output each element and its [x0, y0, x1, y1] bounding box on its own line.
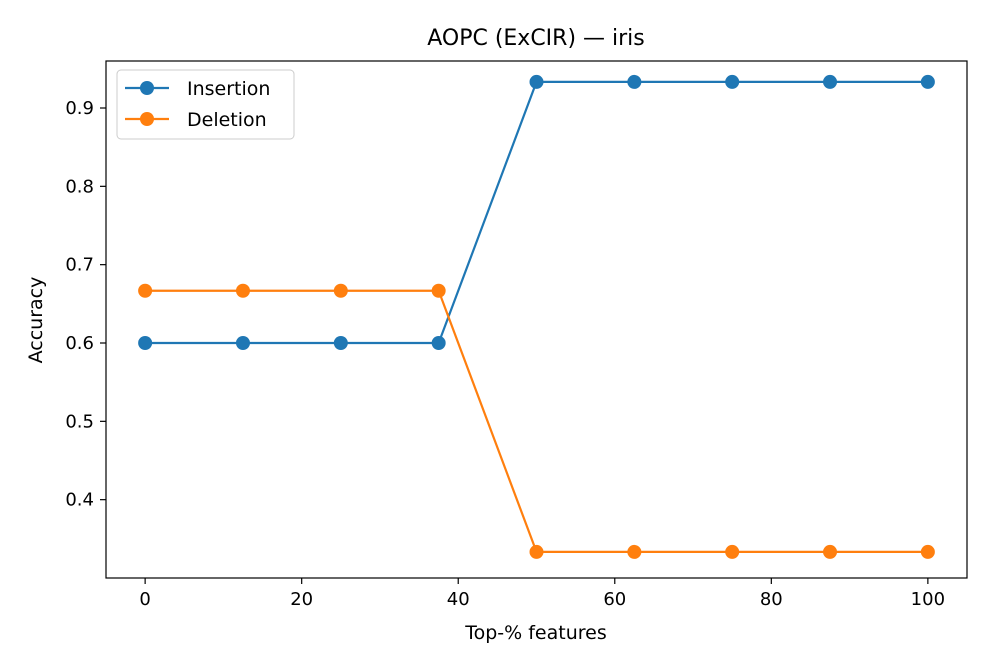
data-point-insertion	[823, 74, 838, 89]
legend-label-insertion: Insertion	[187, 78, 270, 100]
x-axis-label: Top-% features	[464, 622, 607, 644]
legend-marker-deletion	[140, 112, 154, 126]
y-tick-label: 0.9	[65, 98, 94, 119]
legend: Insertion Deletion	[116, 69, 295, 140]
x-tick-label: 100	[911, 589, 945, 610]
data-point-deletion	[920, 544, 935, 559]
data-point-deletion	[823, 544, 838, 559]
data-point-insertion	[627, 74, 642, 89]
y-tick-label: 0.4	[65, 490, 94, 511]
data-point-insertion	[138, 336, 153, 350]
data-point-deletion	[627, 544, 642, 559]
y-tick-label: 0.6	[65, 333, 94, 354]
x-axis-ticks: 0 20 40 60 80 100	[139, 578, 945, 610]
y-tick-label: 0.7	[65, 255, 94, 276]
data-point-insertion	[529, 74, 544, 89]
data-point-insertion	[235, 336, 250, 350]
data-point-insertion	[725, 74, 740, 89]
x-tick-label: 40	[447, 589, 470, 610]
data-point-insertion	[431, 336, 446, 350]
data-point-deletion	[333, 283, 348, 298]
y-tick-label: 0.5	[65, 411, 94, 432]
data-point-deletion	[431, 283, 446, 298]
y-axis-label: Accuracy	[25, 277, 47, 364]
data-point-deletion	[725, 544, 740, 559]
x-tick-label: 20	[290, 589, 313, 610]
plot-frame	[105, 60, 968, 579]
x-tick-label: 80	[760, 589, 783, 610]
chart-title: AOPC (ExCIR) — iris	[427, 26, 645, 51]
x-tick-label: 60	[603, 589, 626, 610]
x-tick-label: 0	[139, 589, 150, 610]
data-point-deletion	[138, 283, 153, 298]
data-point-insertion	[920, 74, 935, 89]
data-point-deletion	[235, 283, 250, 298]
legend-label-deletion: Deletion	[187, 109, 267, 131]
legend-marker-insertion	[140, 81, 154, 95]
data-point-insertion	[333, 336, 348, 350]
y-axis-ticks: 0.4 0.5 0.6 0.7 0.8 0.9	[65, 98, 106, 511]
series-layer	[138, 74, 935, 559]
y-tick-label: 0.8	[65, 176, 94, 197]
data-point-deletion	[529, 544, 544, 559]
